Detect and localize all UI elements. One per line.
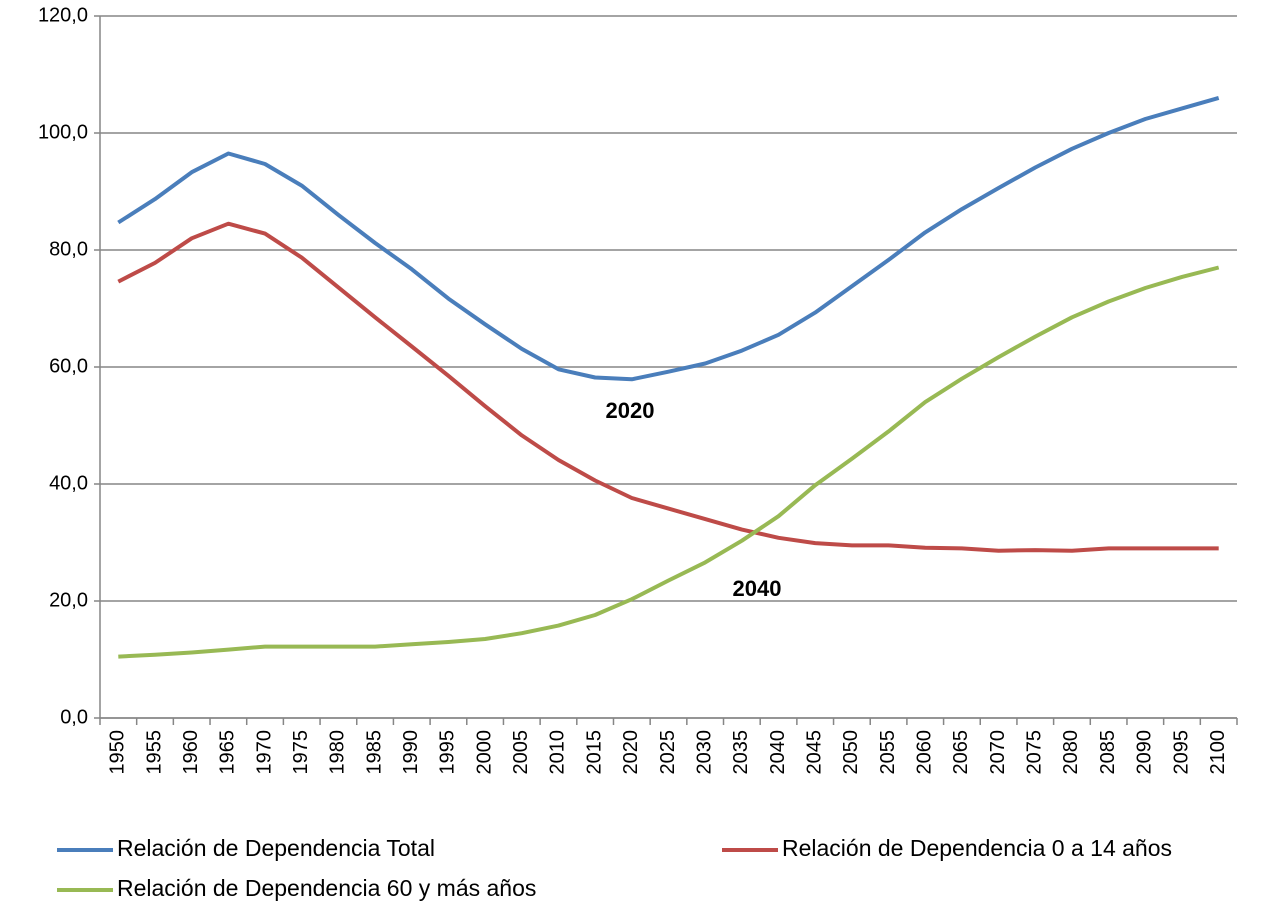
x-tick-label: 2045 xyxy=(803,730,825,775)
x-tick-label: 1990 xyxy=(400,730,422,775)
x-tick-label: 2015 xyxy=(583,730,605,775)
x-tick-label: 2065 xyxy=(950,730,972,775)
x-tick-label: 2025 xyxy=(657,730,679,775)
x-tick-label: 2095 xyxy=(1170,730,1192,775)
legend-label: Relación de Dependencia Total xyxy=(117,835,435,861)
x-tick-label: 1965 xyxy=(217,730,239,775)
annotation: 2040 xyxy=(733,576,782,601)
x-tick-label: 1975 xyxy=(290,730,312,775)
x-tick-label: 1955 xyxy=(143,730,165,775)
legend-label: Relación de Dependencia 0 a 14 años xyxy=(782,835,1172,861)
x-tick-label: 1995 xyxy=(437,730,459,775)
x-tick-label: 2075 xyxy=(1024,730,1046,775)
x-tick-label: 2080 xyxy=(1060,730,1082,775)
x-tick-label: 1980 xyxy=(327,730,349,775)
x-tick-label: 2070 xyxy=(987,730,1009,775)
annotation: 2020 xyxy=(606,398,655,423)
x-tick-label: 2010 xyxy=(547,730,569,775)
y-tick-label: 80,0 xyxy=(49,238,88,260)
series-line xyxy=(117,95,1220,382)
x-tick-label: 2100 xyxy=(1207,730,1229,775)
x-tick-label: 2055 xyxy=(877,730,899,775)
x-tick-label: 2035 xyxy=(730,730,752,775)
x-tick-label: 2090 xyxy=(1134,730,1156,775)
y-tick-label: 20,0 xyxy=(49,589,88,611)
y-tick-label: 100,0 xyxy=(38,121,88,143)
x-tick-label: 2050 xyxy=(840,730,862,775)
series-line xyxy=(117,221,1219,553)
y-tick-label: 0,0 xyxy=(60,706,88,728)
x-tick-label: 2085 xyxy=(1097,730,1119,775)
x-tick-label: 2030 xyxy=(693,730,715,775)
x-tick-label: 1960 xyxy=(180,730,202,775)
y-tick-label: 40,0 xyxy=(49,472,88,494)
x-tick-label: 2040 xyxy=(767,730,789,775)
x-tick-label: 1970 xyxy=(253,730,275,775)
x-tick-label: 2000 xyxy=(473,730,495,775)
series-line xyxy=(118,265,1220,659)
x-tick-label: 1950 xyxy=(107,730,129,775)
y-tick-label: 60,0 xyxy=(49,355,88,377)
x-tick-label: 1985 xyxy=(363,730,385,775)
legend-label: Relación de Dependencia 60 y más años xyxy=(117,875,536,901)
x-tick-label: 2020 xyxy=(620,730,642,775)
x-tick-label: 2005 xyxy=(510,730,532,775)
x-tick-label: 2060 xyxy=(914,730,936,775)
y-tick-label: 120,0 xyxy=(38,4,88,26)
